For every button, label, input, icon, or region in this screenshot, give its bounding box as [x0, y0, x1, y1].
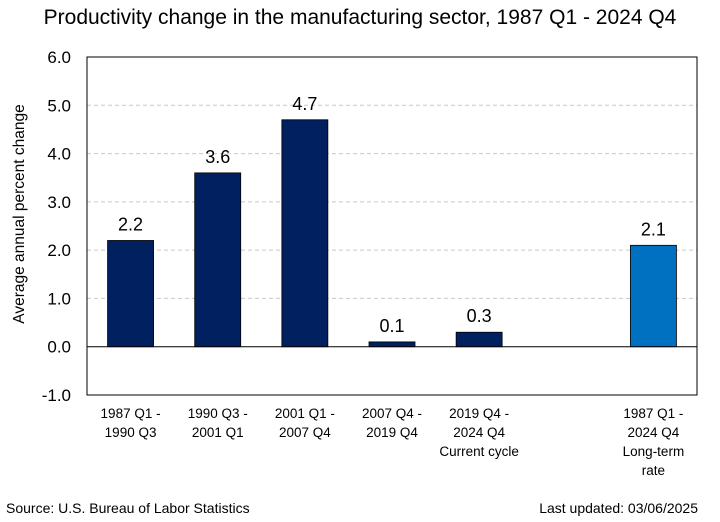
- y-tick-label: 3.0: [47, 193, 71, 212]
- y-tick-label: 4.0: [47, 145, 71, 164]
- bar: [281, 119, 329, 348]
- category-label: 1990 Q3: [105, 425, 157, 440]
- plot-border: [86, 56, 698, 396]
- bar: [107, 240, 154, 348]
- category-label: 2024 Q4: [628, 425, 680, 440]
- category-label: 2007 Q4 -: [362, 406, 422, 421]
- y-tick-label: 2.0: [47, 241, 71, 260]
- category-label: 2001 Q1: [192, 425, 244, 440]
- category-label: 2019 Q4: [366, 425, 418, 440]
- data-label: 2.1: [641, 219, 666, 239]
- y-tick-label: 0.0: [47, 338, 71, 357]
- data-label: 4.7: [292, 94, 317, 114]
- category-label: 1990 Q3 -: [188, 406, 248, 421]
- data-label: 0.3: [467, 306, 492, 326]
- category-label: 2001 Q1 -: [275, 406, 335, 421]
- category-label: rate: [642, 463, 665, 478]
- bar: [455, 331, 503, 348]
- data-label: 2.2: [118, 214, 143, 234]
- bar: [194, 172, 242, 348]
- y-tick-label: -1.0: [42, 386, 71, 405]
- y-tick-label: 5.0: [47, 96, 71, 115]
- data-label: 0.1: [379, 316, 404, 336]
- category-label: 2019 Q4 -: [449, 406, 509, 421]
- chart-title: Productivity change in the manufacturing…: [43, 6, 677, 29]
- category-label: 1987 Q1 -: [623, 406, 683, 421]
- data-label: 3.6: [205, 147, 230, 167]
- y-tick-label: 6.0: [47, 48, 71, 67]
- category-label: 2007 Q4: [279, 425, 331, 440]
- category-label: 2024 Q4: [453, 425, 505, 440]
- y-tick-label: 1.0: [47, 289, 71, 308]
- bar: [630, 244, 677, 348]
- category-label: Current cycle: [439, 444, 519, 459]
- category-label: 1987 Q1 -: [101, 406, 161, 421]
- category-label: Long-term: [623, 444, 685, 459]
- bar: [368, 341, 416, 348]
- last-updated: Last updated: 03/06/2025: [539, 500, 698, 516]
- y-axis-title: Average annual percent change: [11, 104, 28, 323]
- source-note: Source: U.S. Bureau of Labor Statistics: [6, 500, 250, 516]
